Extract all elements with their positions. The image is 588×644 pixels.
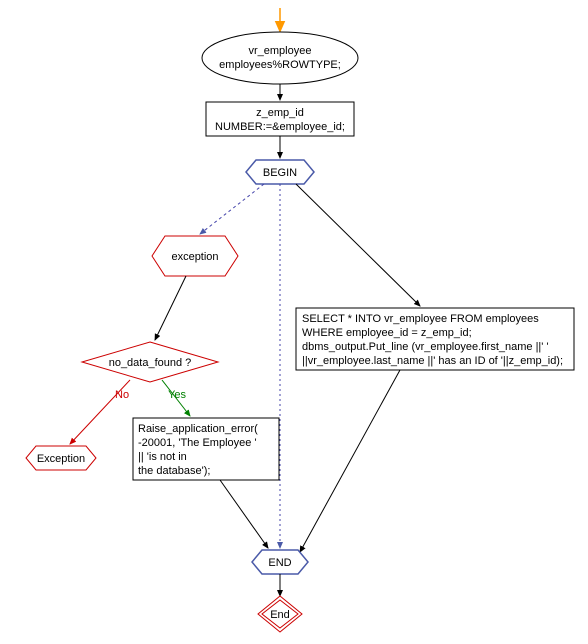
select-line4: ||vr_employee.last_name ||' has an ID of… bbox=[302, 355, 563, 367]
declare-node-1 bbox=[202, 32, 358, 84]
edge-decision-no bbox=[70, 380, 130, 444]
begin-label: BEGIN bbox=[263, 167, 297, 179]
declare2-line2: NUMBER:=&employee_id; bbox=[215, 121, 345, 133]
raise-line3: || 'is not in bbox=[138, 451, 187, 463]
terminal-end-label: End bbox=[270, 609, 290, 621]
raise-line4: the database'); bbox=[138, 465, 210, 477]
edge-select-end bbox=[300, 370, 400, 552]
raise-line2: -20001, 'The Employee ' bbox=[138, 437, 257, 449]
declare1-line2: employees%ROWTYPE; bbox=[219, 59, 341, 71]
edge-raise-end bbox=[220, 480, 268, 548]
edge-exception-decision bbox=[155, 276, 186, 340]
declare1-line1: vr_employee bbox=[249, 45, 312, 57]
no-label: No bbox=[115, 389, 129, 401]
end-label: END bbox=[268, 557, 291, 569]
exception-label: exception bbox=[171, 251, 218, 263]
edge-begin-select bbox=[296, 184, 420, 306]
exception-terminal-label: Exception bbox=[37, 453, 85, 465]
edge-begin-exception bbox=[200, 184, 264, 234]
declare2-line1: z_emp_id bbox=[256, 107, 304, 119]
raise-line1: Raise_application_error( bbox=[138, 423, 258, 435]
select-line3: dbms_output.Put_line (vr_employee.first_… bbox=[302, 341, 549, 353]
select-line1: SELECT * INTO vr_employee FROM employees bbox=[302, 313, 539, 325]
decision-label: no_data_found ? bbox=[109, 357, 192, 369]
select-line2: WHERE employee_id = z_emp_id; bbox=[302, 327, 472, 339]
